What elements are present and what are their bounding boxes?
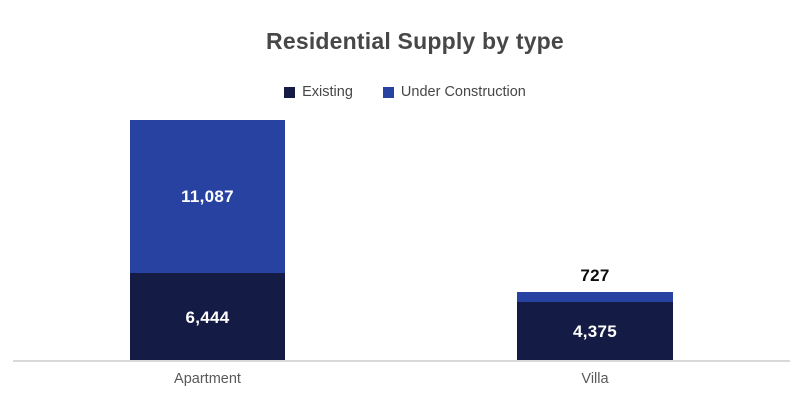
bar-villa: 727 4,375: [517, 266, 673, 362]
category-label-villa: Villa: [581, 371, 609, 387]
legend-swatch-under-construction-icon: [382, 86, 394, 98]
bar-apartment: 11,087 6,444: [130, 120, 285, 362]
legend-label-existing: Existing: [302, 84, 353, 100]
legend-swatch-existing-icon: [284, 86, 296, 98]
value-label-apartment-under-construction: 11,087: [181, 186, 234, 206]
bar-segment-apartment-under-construction[interactable]: 11,087: [130, 120, 285, 273]
bar-segment-villa-existing[interactable]: 4,375: [517, 302, 673, 362]
value-label-villa-under-construction: 727: [580, 266, 610, 285]
bar-segment-villa-under-construction[interactable]: [517, 292, 673, 302]
chart-legend: Existing Under Construction: [20, 84, 790, 100]
category-label-apartment: Apartment: [174, 371, 241, 387]
x-axis-line: [13, 360, 790, 362]
bar-segment-apartment-existing[interactable]: 6,444: [130, 273, 285, 362]
value-label-villa-existing: 4,375: [572, 322, 618, 341]
legend-label-under-construction: Under Construction: [400, 84, 526, 100]
legend-item-under-construction[interactable]: Under Construction: [382, 84, 526, 100]
legend-item-existing[interactable]: Existing: [284, 84, 353, 100]
chart-title: Residential Supply by type: [266, 28, 564, 54]
value-label-apartment-existing: 6,444: [185, 307, 230, 327]
